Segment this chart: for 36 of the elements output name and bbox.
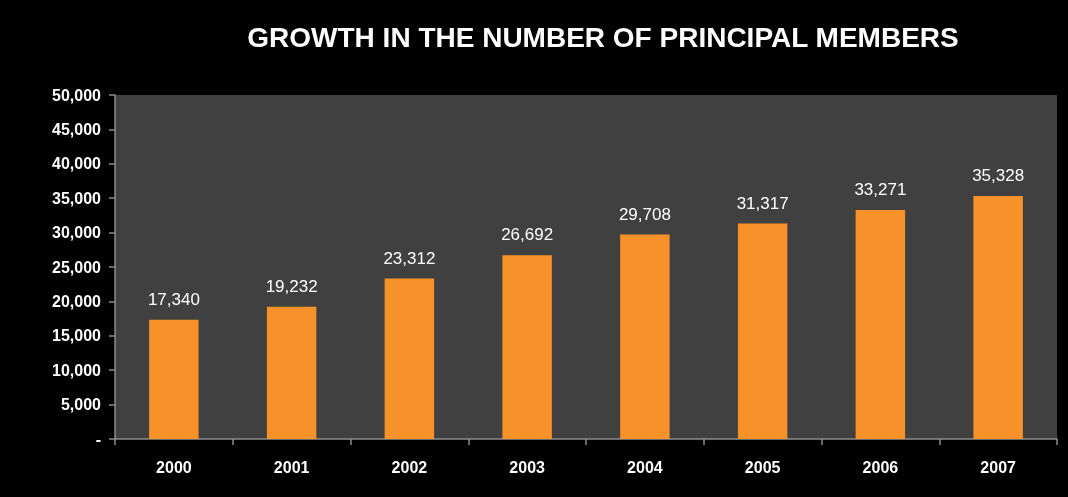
bar xyxy=(973,195,1023,439)
y-tick-label: 20,000 xyxy=(52,292,102,310)
data-label: 17,340 xyxy=(147,289,200,309)
y-tick-label: 5,000 xyxy=(60,396,102,414)
bar xyxy=(855,210,906,439)
data-label: 33,271 xyxy=(854,180,907,200)
x-tick-label: 2005 xyxy=(744,458,781,476)
bar xyxy=(384,278,435,439)
data-label: 31,317 xyxy=(736,193,789,213)
x-tick-label: 2003 xyxy=(509,458,546,476)
bar xyxy=(502,255,552,439)
y-tick-label: 25,000 xyxy=(52,258,102,276)
y-tick-label: - xyxy=(95,430,101,448)
y-tick-label: 10,000 xyxy=(52,361,102,379)
data-label: 19,232 xyxy=(265,276,318,296)
data-label: 35,328 xyxy=(972,165,1025,185)
data-label: 29,708 xyxy=(618,204,671,224)
x-tick-label: 2001 xyxy=(273,458,310,476)
bar xyxy=(620,234,670,439)
y-tick-label: 50,000 xyxy=(52,86,102,104)
y-tick-label: 45,000 xyxy=(52,120,102,138)
x-tick-label: 2002 xyxy=(391,458,428,476)
bar xyxy=(737,223,788,439)
y-tick-label: 35,000 xyxy=(52,189,102,207)
x-tick-label: 2000 xyxy=(156,458,192,476)
y-tick-label: 40,000 xyxy=(52,155,102,173)
data-label: 23,312 xyxy=(383,248,436,268)
bar xyxy=(266,306,317,439)
y-tick-label: 15,000 xyxy=(52,327,102,345)
chart-title: GROWTH IN THE NUMBER OF PRINCIPAL MEMBERS xyxy=(247,21,959,53)
data-label: 26,692 xyxy=(501,225,554,245)
y-tick-label: 30,000 xyxy=(52,224,102,242)
x-tick-label: 2007 xyxy=(980,458,1017,476)
x-tick-label: 2006 xyxy=(862,458,899,476)
x-tick-label: 2004 xyxy=(627,458,663,476)
bar xyxy=(149,319,199,439)
